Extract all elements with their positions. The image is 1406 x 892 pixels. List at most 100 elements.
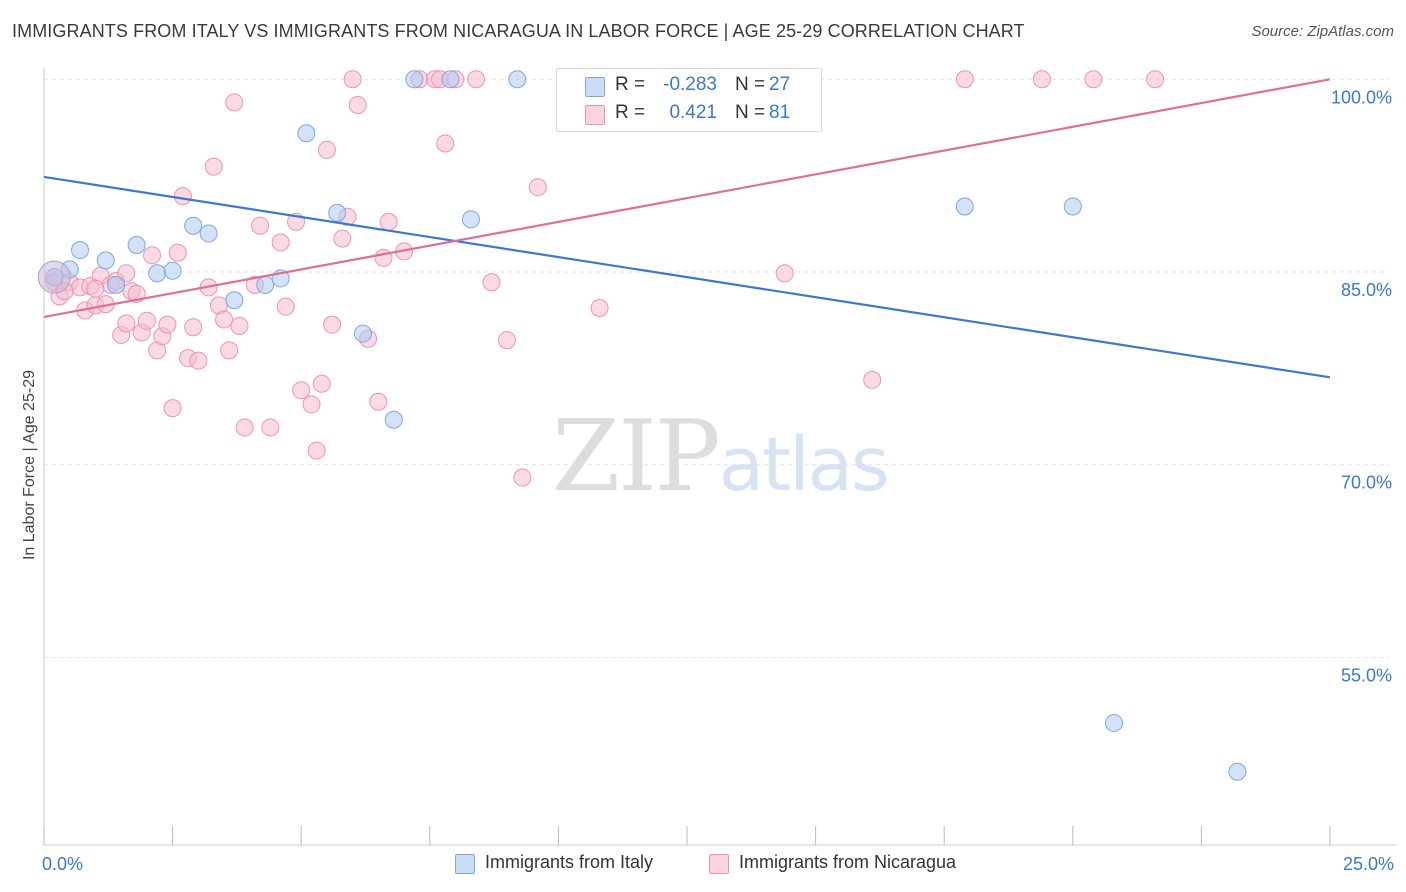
point-nicaragua — [348, 95, 367, 114]
point-italy — [163, 261, 182, 280]
point-italy — [107, 275, 126, 294]
point-italy — [199, 224, 218, 243]
point-italy — [441, 70, 460, 89]
point-nicaragua — [143, 246, 162, 265]
x-tick-label: 25.0% — [1343, 854, 1394, 874]
legend-n-label-nicaragua: N = — [735, 102, 766, 123]
legend-r-value-italy: -0.283 — [663, 74, 717, 95]
point-nicaragua — [168, 243, 187, 262]
point-nicaragua — [292, 381, 311, 400]
legend-swatch-italy — [585, 77, 605, 97]
point-nicaragua — [467, 70, 486, 89]
y-axis-label: In Labor Force | Age 25-29 — [21, 369, 38, 561]
point-italy — [127, 236, 146, 255]
point-nicaragua — [1146, 70, 1165, 89]
point-italy — [1104, 713, 1123, 732]
point-nicaragua — [379, 212, 398, 231]
point-nicaragua — [590, 298, 609, 317]
point-nicaragua — [235, 418, 254, 437]
point-nicaragua — [117, 314, 136, 333]
point-nicaragua — [513, 468, 532, 487]
point-nicaragua — [215, 310, 234, 329]
point-nicaragua — [497, 331, 516, 350]
point-nicaragua — [528, 178, 547, 197]
point-nicaragua — [302, 395, 321, 414]
trend-line-nicaragua — [43, 78, 1331, 319]
point-nicaragua — [312, 374, 331, 393]
point-nicaragua — [137, 311, 156, 330]
point-nicaragua — [163, 399, 182, 418]
point-nicaragua — [117, 264, 136, 283]
point-nicaragua — [436, 134, 455, 153]
point-nicaragua — [271, 233, 290, 252]
y-axis-label-wrap: In Labor Force | Age 25-29 — [16, 220, 44, 720]
legend-r-label-italy: R = — [615, 74, 646, 95]
point-italy — [508, 70, 527, 89]
y-tick-label: 85.0% — [1341, 280, 1392, 300]
series-legend-swatch-italy — [455, 854, 475, 874]
point-nicaragua — [323, 315, 342, 334]
y-tick-label: 55.0% — [1341, 665, 1392, 685]
point-nicaragua — [333, 229, 352, 248]
point-italy — [71, 241, 90, 260]
point-italy — [353, 324, 372, 343]
y-tick-label: 70.0% — [1341, 473, 1392, 493]
point-nicaragua — [1032, 70, 1051, 89]
point-nicaragua — [1084, 70, 1103, 89]
point-nicaragua — [220, 341, 239, 360]
point-italy — [96, 251, 115, 270]
point-italy — [461, 210, 480, 229]
point-italy — [256, 275, 275, 294]
legend-r-label-nicaragua: R = — [615, 102, 646, 123]
point-nicaragua — [343, 70, 362, 89]
point-italy — [297, 124, 316, 143]
point-nicaragua — [775, 264, 794, 283]
point-nicaragua — [230, 316, 249, 335]
source-label: Source: ZipAtlas.com — [1251, 23, 1394, 40]
point-nicaragua — [863, 370, 882, 389]
point-italy — [184, 216, 203, 235]
point-nicaragua — [276, 297, 295, 316]
point-nicaragua — [374, 248, 393, 267]
point-nicaragua — [482, 273, 501, 292]
point-italy-large — [37, 260, 71, 294]
x-tick-label: 0.0% — [42, 854, 83, 874]
series-legend: Immigrants from Italy Immigrants from Ni… — [0, 851, 1406, 877]
trend-line-italy — [43, 175, 1331, 379]
point-italy — [384, 410, 403, 429]
point-nicaragua — [317, 140, 336, 159]
watermark-zip: ZIP — [552, 400, 721, 514]
legend-swatch-nicaragua — [585, 105, 605, 125]
legend-row-italy: R = -0.283 N = 27 — [557, 73, 821, 99]
correlation-legend: R = -0.283 N = 27 R = 0.421 N = 81 — [556, 68, 822, 132]
point-nicaragua — [251, 216, 270, 235]
point-italy — [1228, 762, 1247, 781]
point-italy — [225, 291, 244, 310]
point-italy — [328, 203, 347, 222]
point-nicaragua — [955, 70, 974, 89]
y-tick-label: 100.0% — [1331, 87, 1392, 107]
point-italy — [955, 197, 974, 216]
chart-title: IMMIGRANTS FROM ITALY VS IMMIGRANTS FROM… — [12, 21, 1025, 41]
point-nicaragua — [204, 157, 223, 176]
point-nicaragua — [369, 392, 388, 411]
point-nicaragua — [307, 441, 326, 460]
legend-r-value-nicaragua: 0.421 — [669, 102, 717, 123]
point-nicaragua — [225, 93, 244, 112]
point-nicaragua — [86, 279, 105, 298]
point-italy — [1063, 197, 1082, 216]
point-italy — [405, 70, 424, 89]
point-nicaragua — [173, 187, 192, 206]
series-legend-swatch-nicaragua — [709, 854, 729, 874]
point-nicaragua — [184, 318, 203, 337]
point-nicaragua — [158, 315, 177, 334]
point-italy — [148, 264, 167, 283]
point-nicaragua — [189, 351, 208, 370]
series-legend-label-nicaragua: Immigrants from Nicaragua — [739, 852, 957, 872]
series-legend-label-italy: Immigrants from Italy — [485, 852, 654, 872]
point-nicaragua — [261, 418, 280, 437]
legend-n-value-italy: 27 — [769, 74, 791, 95]
legend-n-value-nicaragua: 81 — [769, 102, 791, 123]
legend-row-nicaragua: R = 0.421 N = 81 — [557, 101, 821, 127]
